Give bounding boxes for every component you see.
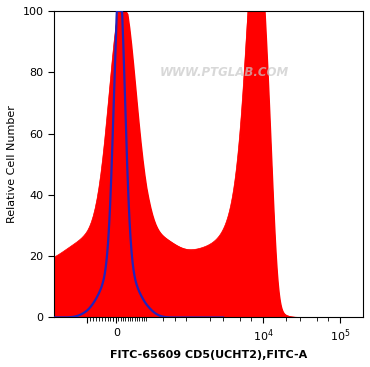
X-axis label: FITC-65609 CD5(UCHT2),FITC-A: FITC-65609 CD5(UCHT2),FITC-A xyxy=(110,350,307,360)
Text: WWW.PTGLAB.COM: WWW.PTGLAB.COM xyxy=(159,66,289,79)
Y-axis label: Relative Cell Number: Relative Cell Number xyxy=(7,105,17,223)
